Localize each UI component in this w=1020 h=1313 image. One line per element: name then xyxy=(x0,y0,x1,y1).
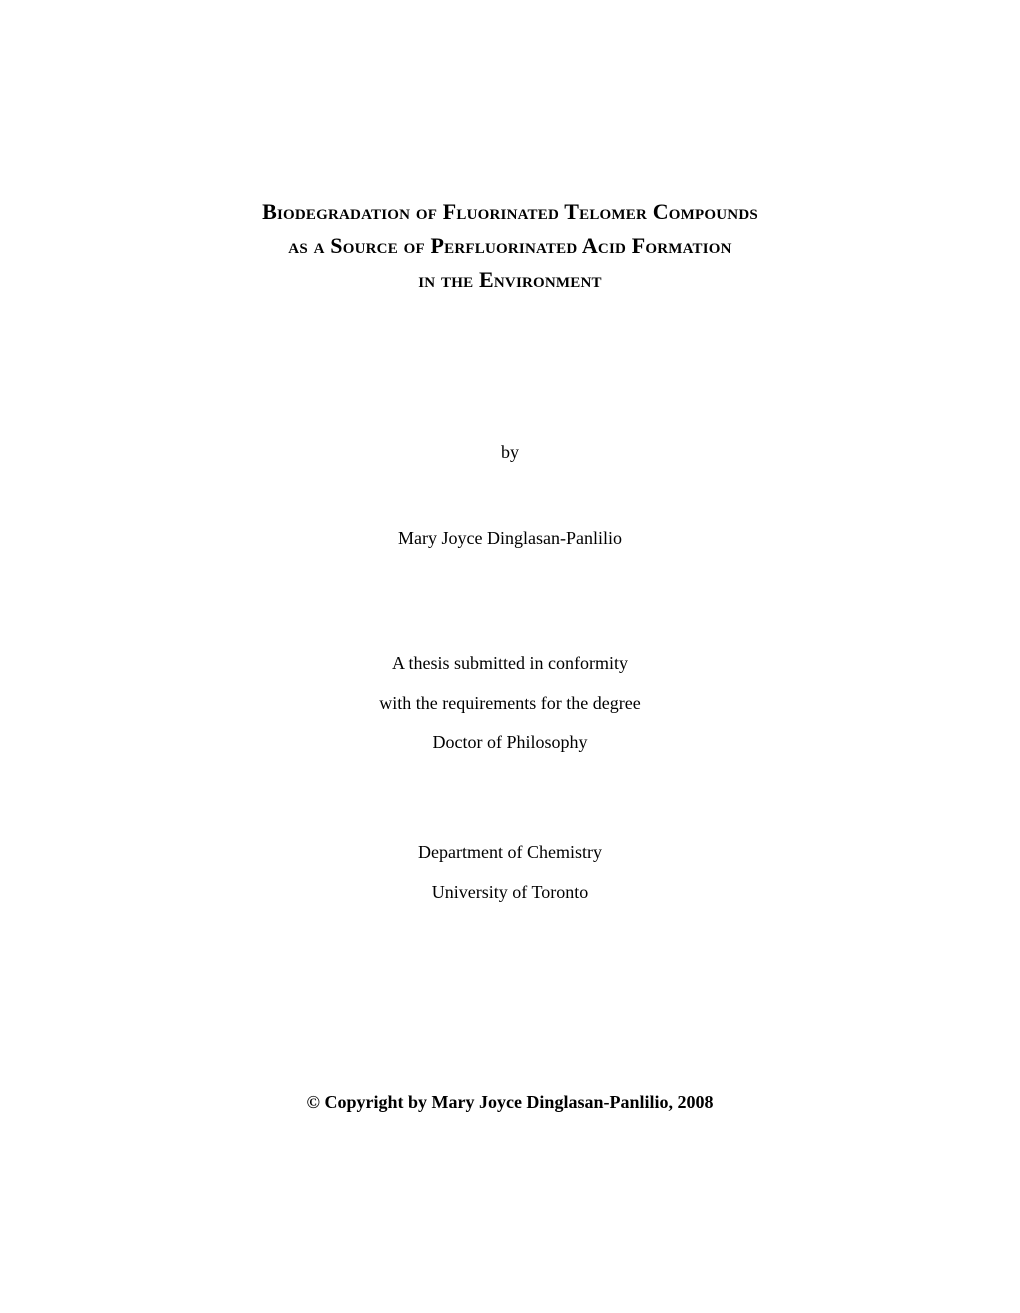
conformity-line-2: with the requirements for the degree xyxy=(379,684,640,724)
university: University of Toronto xyxy=(418,873,602,913)
title-line-2: as a Source of Perfluorinated Acid Forma… xyxy=(262,229,758,263)
thesis-title-page: Biodegradation of Fluorinated Telomer Co… xyxy=(0,0,1020,1313)
author-name: Mary Joyce Dinglasan-Panlilio xyxy=(398,528,622,549)
by-label: by xyxy=(501,442,519,463)
conformity-line-3: Doctor of Philosophy xyxy=(379,723,640,763)
copyright-notice: © Copyright by Mary Joyce Dinglasan-Panl… xyxy=(307,1092,714,1113)
title-block: Biodegradation of Fluorinated Telomer Co… xyxy=(262,195,758,297)
department: Department of Chemistry xyxy=(418,833,602,873)
title-line-3: in the Environment xyxy=(262,263,758,297)
affiliation-block: Department of Chemistry University of To… xyxy=(418,833,602,912)
conformity-block: A thesis submitted in conformity with th… xyxy=(379,644,640,763)
conformity-line-1: A thesis submitted in conformity xyxy=(379,644,640,684)
title-line-1: Biodegradation of Fluorinated Telomer Co… xyxy=(262,195,758,229)
